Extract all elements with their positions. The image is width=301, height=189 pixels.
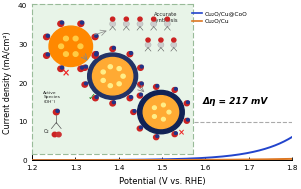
X-axis label: Potential (V vs. RHE): Potential (V vs. RHE)	[119, 177, 205, 186]
Y-axis label: Current density (mA/cm²): Current density (mA/cm²)	[4, 32, 12, 134]
Text: Δη = 217 mV: Δη = 217 mV	[203, 97, 268, 106]
Legend: Cu₂O/Cu@CoO, Cu₂O/Cu: Cu₂O/Cu@CoO, Cu₂O/Cu	[190, 9, 250, 26]
